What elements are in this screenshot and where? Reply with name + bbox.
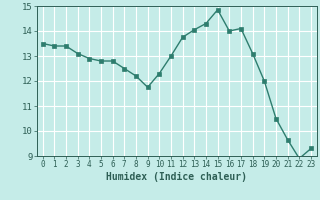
X-axis label: Humidex (Indice chaleur): Humidex (Indice chaleur) <box>106 172 247 182</box>
